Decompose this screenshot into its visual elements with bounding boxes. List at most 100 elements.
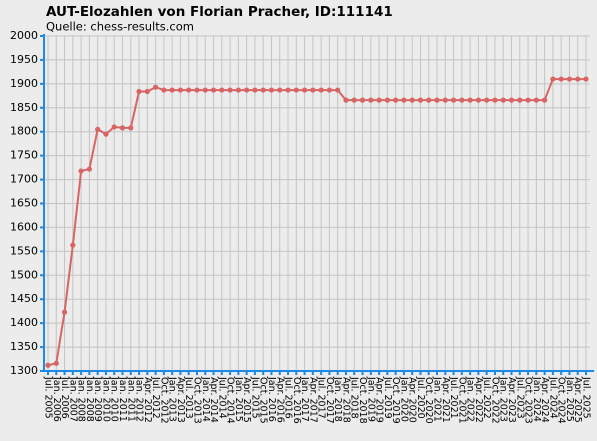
y-tick-label: 1350 — [10, 340, 38, 353]
point — [293, 87, 299, 93]
point — [426, 97, 432, 103]
point — [169, 87, 175, 93]
point — [492, 97, 498, 103]
point — [260, 87, 266, 93]
x-tick-label: Jul. 2023 — [514, 376, 525, 419]
point — [417, 97, 424, 103]
x-tick-label: Apr. 2018 — [340, 377, 351, 423]
point — [343, 97, 349, 103]
x-tick-label: Oct. 2018 — [357, 377, 368, 424]
point — [78, 168, 84, 174]
x-tick-label: Apr. 2023 — [506, 377, 517, 423]
x-tick-label: Jul. 2024 — [547, 376, 558, 419]
point — [393, 97, 399, 103]
point — [194, 87, 200, 93]
point — [268, 87, 275, 93]
x-tick-label: Jan. 2018 — [332, 376, 343, 422]
x-tick-label: Jan. 2008 — [84, 376, 95, 422]
point — [111, 124, 117, 130]
x-tick-label: Jan. 2011 — [125, 376, 136, 422]
point — [235, 87, 241, 93]
x-tick-label: Jul. 2018 — [349, 376, 360, 419]
point — [161, 87, 167, 93]
x-tick-label: Apr. 2015 — [241, 377, 252, 423]
point — [144, 88, 150, 95]
x-tick-label: Jan. 2015 — [233, 376, 244, 422]
y-tick-label: 1750 — [10, 149, 38, 162]
x-tick-label: Jul. 2021 — [448, 376, 459, 419]
point — [153, 84, 159, 90]
point — [186, 87, 192, 93]
point — [401, 97, 407, 103]
x-tick-label: Oct. 2023 — [523, 377, 534, 424]
y-tick-label: 2000 — [10, 29, 38, 42]
x-tick-label: Oct. 2013 — [191, 377, 202, 424]
x-tick-label: Jan. 2025 — [564, 376, 575, 422]
point — [202, 87, 208, 93]
point — [508, 97, 515, 103]
y-tick-label: 1700 — [10, 173, 38, 186]
point — [351, 97, 357, 103]
point — [442, 97, 448, 103]
x-tick-label: Jan. 2007 — [67, 376, 78, 422]
point — [450, 97, 457, 103]
x-tick-label: Jul. 2005 — [43, 376, 54, 419]
x-tick-label: Apr. 2022 — [473, 377, 484, 423]
point — [566, 76, 573, 82]
x-tick-label: Apr. 2014 — [208, 377, 219, 423]
x-tick-label: Oct. 2016 — [291, 377, 302, 424]
x-tick-label: Jan. 2006 — [51, 376, 62, 422]
x-tick-label: Oct. 2012 — [158, 377, 169, 424]
y-tick-label: 1500 — [10, 268, 38, 281]
point — [61, 309, 68, 315]
y-tick-label: 1650 — [10, 197, 38, 210]
x-tick-label: Apr. 2025 — [572, 377, 583, 423]
point — [484, 97, 490, 103]
y-tick-label: 1950 — [10, 53, 38, 66]
x-tick-label: Apr. 2012 — [142, 377, 153, 423]
chart-title: AUT-Elozahlen von Florian Pracher, ID:11… — [46, 4, 393, 20]
point — [459, 97, 465, 103]
point — [550, 76, 556, 82]
point — [475, 97, 481, 103]
point — [45, 362, 51, 368]
x-tick-label: Jan. 2013 — [167, 376, 178, 422]
x-tick-label: Jul. 2006 — [59, 376, 70, 419]
x-tick-label: Oct. 2024 — [556, 377, 567, 424]
x-tick-label: Apr. 2024 — [539, 377, 550, 423]
point — [517, 97, 523, 103]
point — [575, 76, 581, 82]
line — [47, 78, 586, 367]
x-tick-label: Apr. 2017 — [307, 377, 318, 423]
y-tick-label: 1550 — [10, 244, 38, 257]
x-tick-label: Jan. 2014 — [200, 376, 211, 422]
x-tick-label: Jan. 2009 — [92, 376, 103, 422]
point — [318, 87, 324, 93]
y-tick-label: 1900 — [10, 77, 38, 90]
x-tick-label: Jul. 2017 — [316, 376, 327, 419]
x-tick-label: Jan. 2010 — [100, 376, 111, 422]
point — [103, 131, 109, 137]
point — [500, 97, 506, 103]
point — [128, 125, 134, 131]
x-tick-label: Oct. 2021 — [456, 377, 467, 424]
x-tick-label: Jul. 2019 — [382, 376, 393, 419]
x-tick-label: Apr. 2021 — [440, 377, 451, 423]
point — [86, 166, 92, 172]
x-tick-label: Jan. 2017 — [299, 376, 310, 422]
x-tick-label: Jan. 2021 — [432, 376, 443, 422]
point — [533, 97, 539, 103]
point — [244, 87, 250, 93]
x-tick-label: Jul. 2025 — [581, 376, 592, 419]
point — [467, 97, 473, 103]
point — [210, 87, 217, 93]
point — [359, 97, 366, 103]
x-tick-label: Jan. 2023 — [498, 376, 509, 422]
y-tick-label: 1800 — [10, 125, 38, 138]
x-tick-label: Apr. 2020 — [407, 377, 418, 423]
x-tick-label: Oct. 2020 — [423, 377, 434, 424]
point — [583, 76, 589, 82]
x-tick-label: Jul. 2015 — [249, 376, 260, 419]
point — [301, 87, 308, 93]
